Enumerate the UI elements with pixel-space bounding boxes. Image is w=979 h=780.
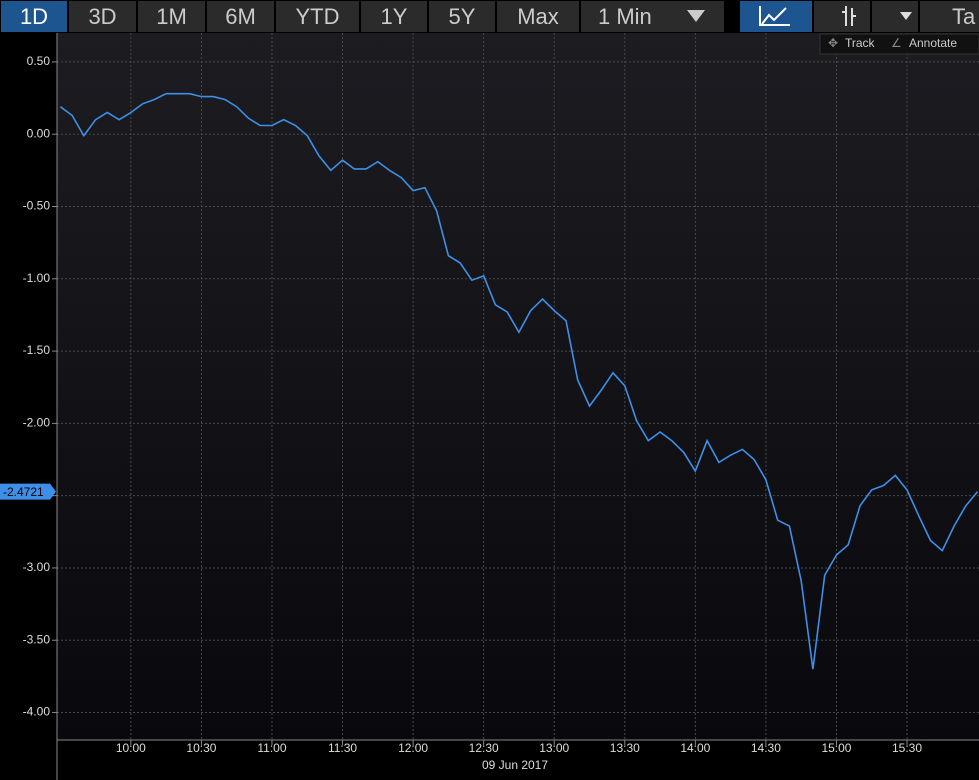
last-value-label: -2.4721 — [3, 485, 44, 499]
range-label: 1D — [20, 4, 48, 29]
bar-chart-button[interactable] — [814, 1, 870, 32]
menu-arrow — [900, 12, 912, 20]
tail-label: Ta — [952, 4, 976, 29]
x-tick-label: 14:00 — [680, 741, 710, 755]
x-tick-label: 10:30 — [186, 741, 216, 755]
range-label: 1Y — [381, 4, 408, 29]
x-tick-label: 12:30 — [469, 741, 499, 755]
range-button[interactable] — [361, 1, 427, 32]
grid: 0.500.00-0.50-1.00-1.50-2.00-2.50-3.00-3… — [23, 33, 979, 755]
bar-chart-icon — [842, 6, 856, 26]
annotate-icon: ∠ — [891, 36, 902, 50]
track-icon: ✥ — [828, 36, 838, 50]
range-label: 5Y — [449, 4, 476, 29]
y-tick-label: -1.00 — [23, 271, 51, 285]
x-tick-label: 11:00 — [257, 741, 286, 755]
date-label: 09 Jun 2017 — [482, 758, 548, 772]
range-label: YTD — [296, 4, 340, 29]
y-tick-label: 0.50 — [27, 54, 51, 68]
x-tick-label: 12:00 — [398, 741, 428, 755]
tail-button[interactable] — [920, 1, 979, 32]
y-tick-label: -3.00 — [23, 560, 51, 574]
x-tick-label: 10:00 — [116, 741, 146, 755]
range-button[interactable] — [69, 1, 136, 32]
tools-bar — [819, 33, 979, 55]
y-tick-label: -3.50 — [23, 632, 51, 646]
menu-button[interactable] — [872, 1, 918, 32]
range-button[interactable] — [207, 1, 274, 32]
range-button[interactable] — [429, 1, 495, 32]
plot: -2.4721 — [0, 92, 979, 670]
annotate-button[interactable]: Annotate — [909, 36, 957, 50]
y-tick-label: -2.00 — [23, 416, 51, 430]
range-button[interactable] — [497, 1, 579, 32]
interval-button[interactable] — [581, 1, 724, 32]
y-tick-label: -1.50 — [23, 343, 51, 357]
x-tick-label: 15:00 — [821, 741, 851, 755]
range-label: Max — [517, 4, 559, 29]
toolbar: 1D 3D 1M 6M YTD 1Y 5Y Max 1 Min Ta — [1, 1, 979, 32]
range-label: 3D — [88, 4, 116, 29]
x-tick-label: 13:30 — [610, 741, 640, 755]
dropdown-arrow — [687, 10, 705, 22]
y-tick-label: -0.50 — [23, 199, 51, 213]
plot-area — [57, 33, 979, 740]
x-tick-label: 15:30 — [892, 741, 922, 755]
interval-label: 1 Min — [598, 4, 652, 29]
x-tick-label: 11:30 — [328, 741, 357, 755]
track-button[interactable]: Track — [845, 36, 876, 50]
x-tick-label: 14:30 — [751, 741, 781, 755]
price-line — [59, 92, 979, 670]
last-value-tag — [0, 483, 56, 500]
range-button[interactable] — [276, 1, 359, 32]
line-chart-button[interactable] — [740, 1, 812, 32]
line-chart-icon — [759, 6, 790, 26]
y-tick-label: -4.00 — [23, 705, 51, 719]
range-label: 1M — [156, 4, 187, 29]
y-tick-label: 0.00 — [27, 126, 51, 140]
x-tick-label: 13:00 — [539, 741, 569, 755]
range-button[interactable] — [1, 1, 67, 32]
range-label: 6M — [225, 4, 256, 29]
range-button[interactable] — [138, 1, 205, 32]
